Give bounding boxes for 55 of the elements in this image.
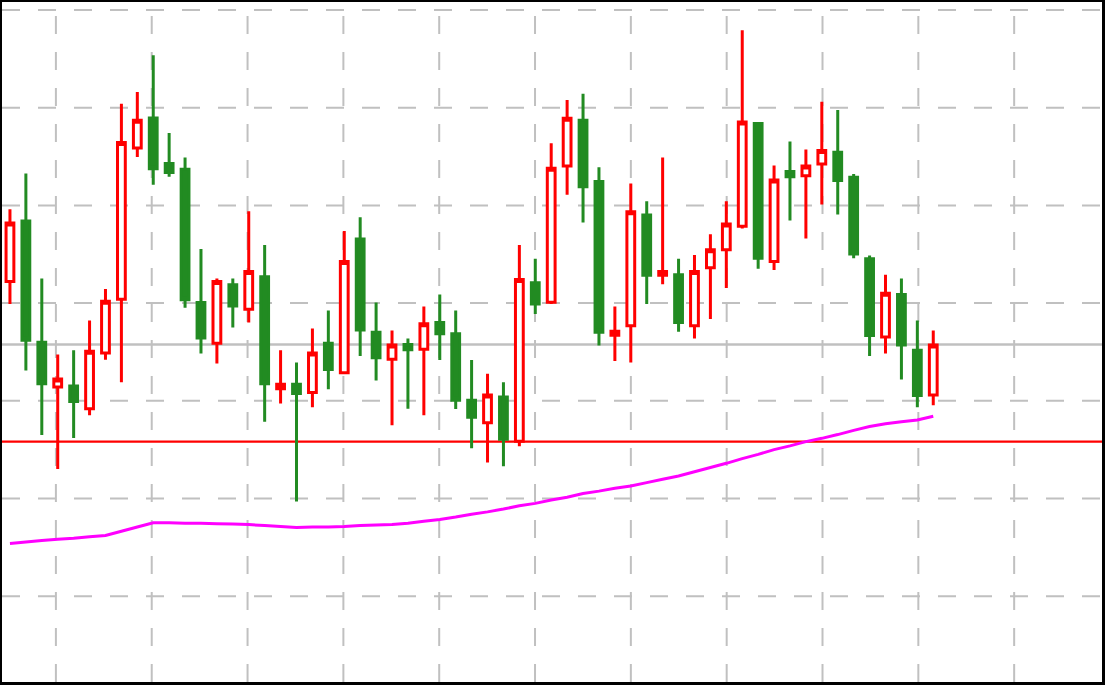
candlestick	[434, 293, 446, 362]
candlestick	[625, 181, 637, 364]
candlestick	[307, 327, 318, 409]
candlestick	[577, 92, 589, 224]
candlestick	[243, 209, 255, 324]
candlestick	[736, 28, 748, 231]
candlestick	[784, 139, 796, 223]
candlestick	[927, 328, 939, 407]
candlestick	[322, 309, 334, 391]
candlestick	[195, 247, 207, 356]
candlestick	[848, 172, 860, 260]
candlestick	[418, 304, 430, 417]
candlestick	[211, 277, 223, 365]
candlestick	[36, 277, 48, 437]
candlestick	[641, 199, 653, 306]
candlestick	[84, 319, 95, 417]
candlestick	[259, 243, 271, 424]
candlestick	[593, 165, 605, 347]
candlestick	[370, 301, 382, 382]
candlestick	[896, 277, 907, 381]
candlestick	[116, 102, 127, 384]
candlestick	[131, 90, 143, 159]
candlestick	[657, 155, 669, 286]
candlestick	[466, 358, 477, 450]
candlestick	[498, 380, 509, 468]
candlestick	[275, 348, 286, 405]
candlestick	[880, 273, 891, 356]
candlestick	[609, 304, 621, 363]
candlestick	[179, 155, 191, 310]
candlestick	[545, 141, 557, 306]
candlestick	[864, 254, 875, 358]
candlestick	[68, 348, 80, 440]
candlestick	[705, 232, 716, 321]
candlestick	[673, 257, 684, 334]
candlestick	[529, 257, 541, 316]
candlestick	[800, 147, 812, 241]
candlestick	[832, 108, 844, 216]
candlestick	[386, 328, 398, 427]
candlestick	[338, 229, 350, 376]
candlestick	[354, 215, 366, 358]
candlestick	[768, 163, 780, 272]
candlestick	[227, 277, 239, 330]
candlestick	[689, 253, 700, 340]
candlestick	[816, 100, 828, 207]
candlestick	[147, 53, 159, 187]
candlestick	[752, 120, 764, 271]
candlestick	[291, 360, 302, 503]
candlestick	[720, 199, 732, 290]
candlestick	[163, 131, 175, 179]
candlestick	[402, 336, 414, 411]
candlestick	[911, 319, 923, 409]
candlestick	[20, 172, 32, 372]
candlestick	[100, 287, 111, 362]
candlestick	[561, 98, 573, 197]
candlestick	[450, 309, 462, 411]
